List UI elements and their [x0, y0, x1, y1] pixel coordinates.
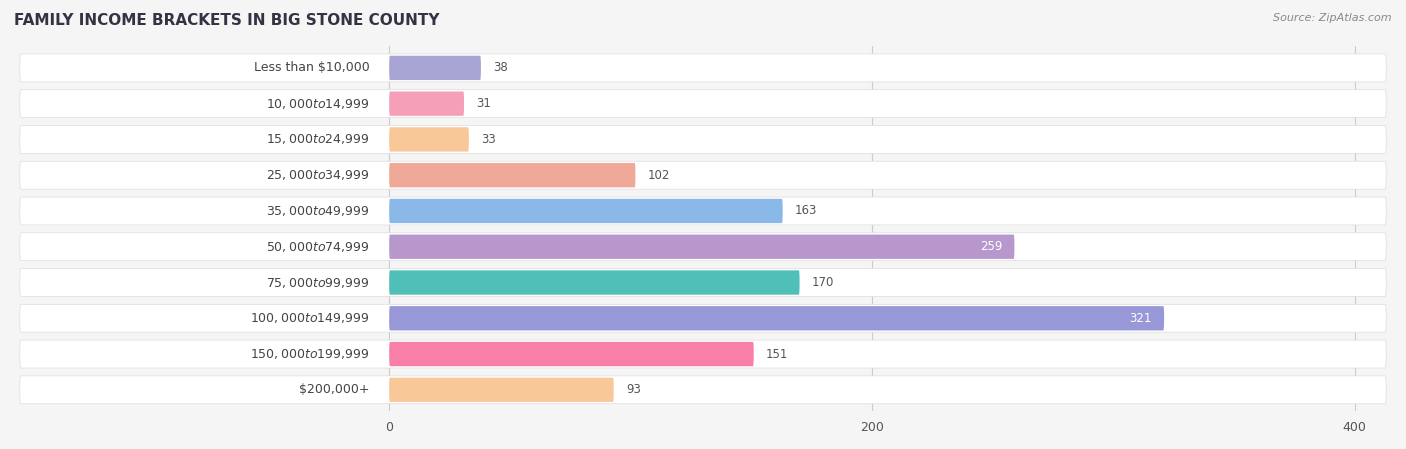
FancyBboxPatch shape [20, 161, 1386, 189]
FancyBboxPatch shape [20, 376, 1386, 404]
Text: 170: 170 [811, 276, 834, 289]
Text: $25,000 to $34,999: $25,000 to $34,999 [266, 168, 370, 182]
Text: 38: 38 [494, 62, 508, 75]
Text: $10,000 to $14,999: $10,000 to $14,999 [266, 97, 370, 110]
FancyBboxPatch shape [20, 340, 1386, 368]
FancyBboxPatch shape [20, 54, 1386, 82]
Text: 93: 93 [626, 383, 641, 396]
Text: $50,000 to $74,999: $50,000 to $74,999 [266, 240, 370, 254]
FancyBboxPatch shape [389, 270, 800, 295]
Text: $150,000 to $199,999: $150,000 to $199,999 [250, 347, 370, 361]
Text: 102: 102 [648, 169, 669, 182]
FancyBboxPatch shape [20, 269, 1386, 296]
FancyBboxPatch shape [20, 197, 1386, 225]
FancyBboxPatch shape [20, 125, 1386, 154]
Text: 259: 259 [980, 240, 1002, 253]
FancyBboxPatch shape [389, 92, 464, 116]
FancyBboxPatch shape [389, 342, 754, 366]
FancyBboxPatch shape [389, 378, 613, 402]
FancyBboxPatch shape [20, 304, 1386, 332]
Text: $200,000+: $200,000+ [299, 383, 370, 396]
FancyBboxPatch shape [20, 90, 1386, 118]
Text: Source: ZipAtlas.com: Source: ZipAtlas.com [1274, 13, 1392, 23]
FancyBboxPatch shape [389, 163, 636, 187]
Text: Less than $10,000: Less than $10,000 [254, 62, 370, 75]
Text: FAMILY INCOME BRACKETS IN BIG STONE COUNTY: FAMILY INCOME BRACKETS IN BIG STONE COUN… [14, 13, 440, 28]
Text: 33: 33 [481, 133, 496, 146]
Text: 151: 151 [766, 348, 789, 361]
FancyBboxPatch shape [389, 234, 1014, 259]
Text: 321: 321 [1129, 312, 1152, 325]
Text: $75,000 to $99,999: $75,000 to $99,999 [266, 276, 370, 290]
Text: 163: 163 [794, 204, 817, 217]
Text: $35,000 to $49,999: $35,000 to $49,999 [266, 204, 370, 218]
Text: $15,000 to $24,999: $15,000 to $24,999 [266, 132, 370, 146]
FancyBboxPatch shape [389, 56, 481, 80]
Text: $100,000 to $149,999: $100,000 to $149,999 [250, 311, 370, 325]
Text: 31: 31 [477, 97, 491, 110]
FancyBboxPatch shape [389, 199, 783, 223]
FancyBboxPatch shape [389, 306, 1164, 330]
FancyBboxPatch shape [20, 233, 1386, 261]
FancyBboxPatch shape [389, 127, 468, 152]
